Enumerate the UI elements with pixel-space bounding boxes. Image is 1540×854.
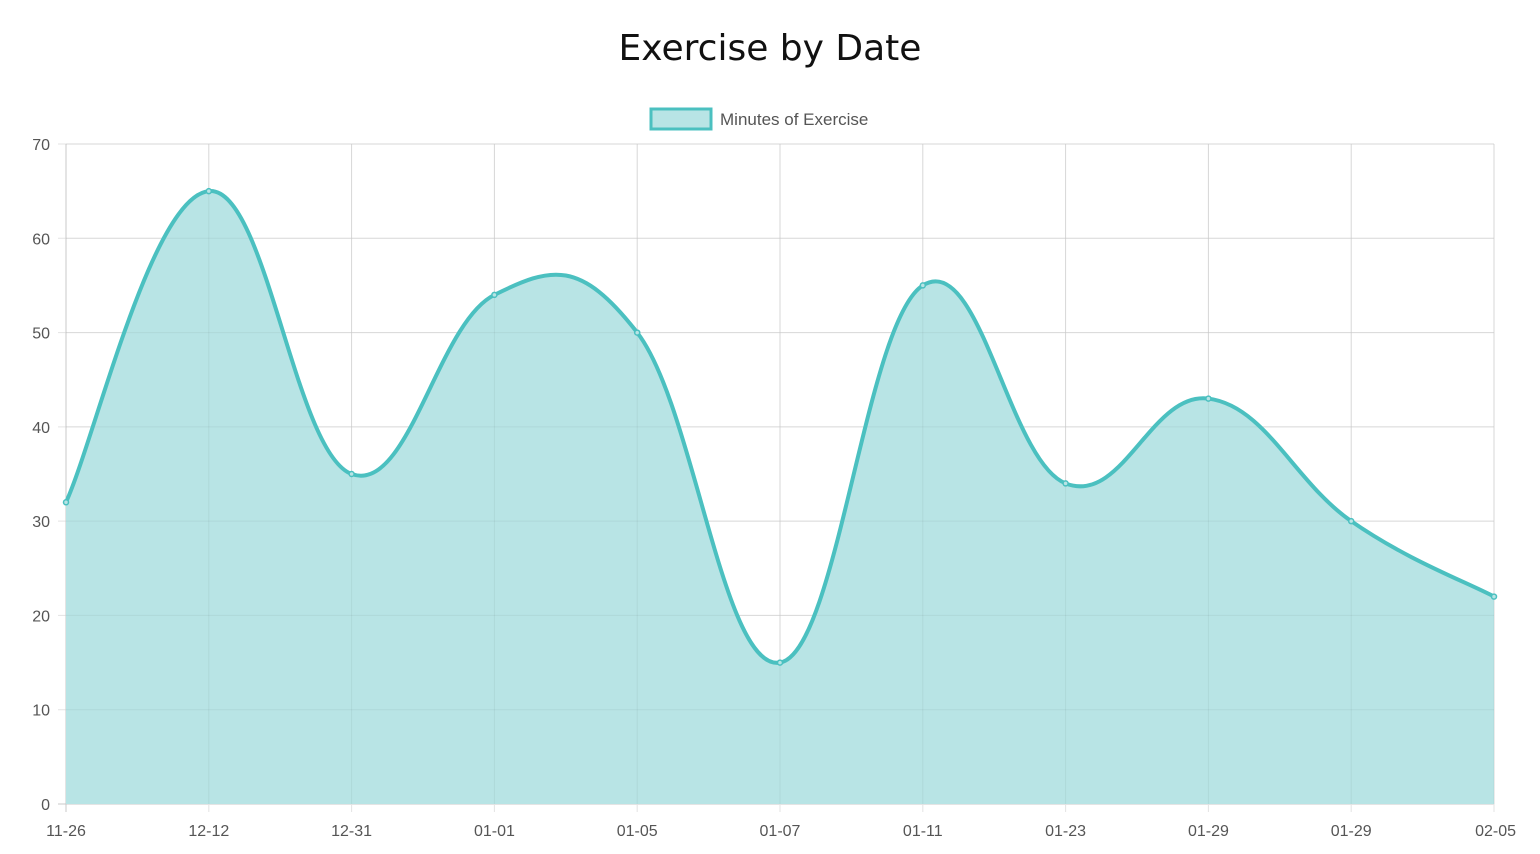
x-tick-label: 01-29 — [1188, 823, 1229, 840]
y-axis-ticks: 0 10 20 30 40 50 60 70 — [32, 137, 50, 814]
series-area-fill — [66, 191, 1494, 804]
data-point[interactable] — [491, 291, 498, 299]
data-point[interactable] — [1205, 395, 1212, 402]
y-tick-label: 30 — [32, 514, 50, 531]
data-point[interactable] — [1062, 480, 1069, 487]
y-tick-label: 20 — [32, 608, 50, 625]
data-point[interactable] — [1490, 593, 1498, 600]
data-point[interactable] — [1347, 517, 1355, 525]
data-point[interactable] — [776, 659, 784, 666]
x-tick-label: 01-11 — [903, 823, 943, 840]
legend-label[interactable]: Minutes of Exercise — [720, 110, 868, 129]
legend[interactable]: Minutes of Exercise — [649, 107, 868, 131]
y-tick-label: 70 — [32, 137, 50, 154]
x-tick-label: 01-05 — [617, 823, 658, 840]
chart-title: Exercise by Date — [619, 28, 922, 69]
x-tick-label: 12-12 — [188, 823, 229, 840]
data-point[interactable] — [348, 470, 355, 478]
data-point[interactable] — [633, 329, 641, 336]
y-tick-label: 10 — [32, 703, 50, 720]
legend-swatch[interactable] — [649, 107, 713, 131]
data-point[interactable] — [919, 282, 927, 289]
y-tick-label: 0 — [41, 797, 50, 814]
area-series — [62, 143, 1498, 804]
x-axis-ticks: 11-26 12-12 12-31 01-01 01-05 01-07 01-11 01-23… — [46, 823, 1516, 840]
y-tick-label: 50 — [32, 326, 50, 343]
x-tick-label: 01-07 — [760, 823, 801, 840]
data-point[interactable] — [62, 499, 70, 506]
y-tick-label: 60 — [32, 231, 50, 248]
x-tick-label: 02-05 — [1475, 823, 1516, 840]
x-tick-label: 01-01 — [474, 823, 515, 840]
x-tick-label: 11-26 — [46, 823, 86, 840]
x-tick-label: 01-29 — [1331, 823, 1372, 840]
x-tick-label: 12-31 — [331, 823, 372, 840]
x-tick-label: 01-23 — [1045, 823, 1086, 840]
data-point[interactable] — [205, 187, 213, 195]
y-tick-label: 40 — [32, 420, 50, 437]
